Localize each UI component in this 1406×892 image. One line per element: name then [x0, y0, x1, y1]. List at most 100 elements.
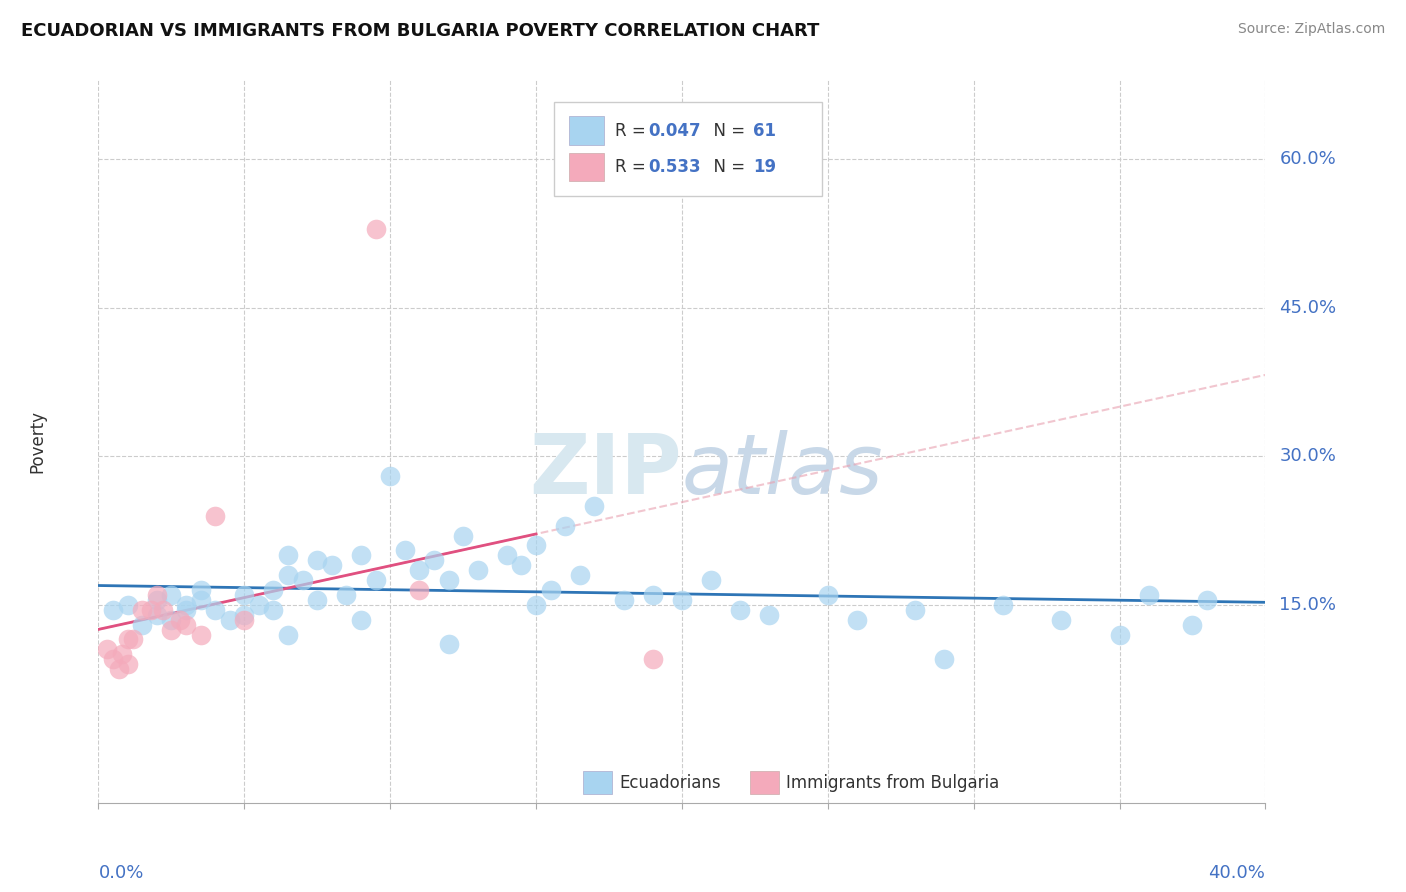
Point — [335, 588, 357, 602]
Point — [146, 607, 169, 622]
Point — [291, 573, 314, 587]
Point — [131, 603, 153, 617]
Point — [380, 469, 402, 483]
Point — [1137, 588, 1160, 602]
Text: N =: N = — [703, 158, 751, 176]
Point — [152, 603, 174, 617]
FancyBboxPatch shape — [568, 153, 603, 181]
Point — [904, 603, 927, 617]
Point — [117, 657, 139, 672]
Point — [131, 617, 153, 632]
Point — [510, 558, 533, 573]
Point — [218, 613, 240, 627]
Point — [101, 652, 124, 666]
Point — [437, 573, 460, 587]
Point — [991, 598, 1014, 612]
Text: ZIP: ZIP — [530, 430, 682, 511]
Point — [554, 518, 576, 533]
Point — [671, 593, 693, 607]
Text: 0.533: 0.533 — [648, 158, 700, 176]
Point — [204, 603, 226, 617]
Point — [174, 598, 197, 612]
Point — [139, 603, 162, 617]
Point — [160, 588, 183, 602]
Point — [408, 563, 430, 577]
Point — [307, 553, 329, 567]
Point — [451, 528, 474, 542]
Point — [524, 539, 547, 553]
Point — [758, 607, 780, 622]
Point — [364, 573, 387, 587]
Text: Ecuadorians: Ecuadorians — [619, 773, 720, 791]
Text: Source: ZipAtlas.com: Source: ZipAtlas.com — [1237, 22, 1385, 37]
Text: R =: R = — [616, 158, 651, 176]
Point — [233, 588, 256, 602]
Point — [350, 613, 373, 627]
Text: 61: 61 — [754, 122, 776, 140]
Point — [146, 593, 169, 607]
Point — [408, 582, 430, 597]
Point — [730, 603, 752, 617]
Point — [423, 553, 446, 567]
Point — [496, 549, 519, 563]
Point — [467, 563, 489, 577]
Point — [846, 613, 869, 627]
Text: N =: N = — [703, 122, 751, 140]
Point — [262, 603, 284, 617]
Point — [108, 662, 131, 676]
Text: Poverty: Poverty — [28, 410, 46, 473]
Text: Immigrants from Bulgaria: Immigrants from Bulgaria — [786, 773, 1000, 791]
Point — [307, 593, 329, 607]
FancyBboxPatch shape — [568, 117, 603, 145]
FancyBboxPatch shape — [582, 771, 612, 794]
Point — [1108, 627, 1130, 641]
Point — [190, 582, 212, 597]
Point — [174, 617, 197, 632]
Point — [169, 613, 191, 627]
Text: 45.0%: 45.0% — [1279, 299, 1337, 317]
Point — [190, 627, 212, 641]
Point — [321, 558, 343, 573]
Point — [277, 568, 299, 582]
Text: 15.0%: 15.0% — [1279, 596, 1336, 614]
Text: 40.0%: 40.0% — [1209, 864, 1265, 882]
Text: 0.047: 0.047 — [648, 122, 700, 140]
Point — [277, 549, 299, 563]
Point — [233, 613, 256, 627]
Point — [160, 623, 183, 637]
Point — [101, 603, 124, 617]
Point — [111, 648, 134, 662]
Point — [117, 598, 139, 612]
Text: 19: 19 — [754, 158, 776, 176]
Point — [641, 588, 664, 602]
Point — [350, 549, 373, 563]
Text: ECUADORIAN VS IMMIGRANTS FROM BULGARIA POVERTY CORRELATION CHART: ECUADORIAN VS IMMIGRANTS FROM BULGARIA P… — [21, 22, 820, 40]
Point — [233, 607, 256, 622]
Point — [641, 652, 664, 666]
Point — [612, 593, 634, 607]
Point — [190, 593, 212, 607]
Point — [817, 588, 839, 602]
Point — [277, 627, 299, 641]
Text: 30.0%: 30.0% — [1279, 448, 1336, 466]
Point — [96, 642, 118, 657]
Point — [540, 582, 562, 597]
Point — [394, 543, 416, 558]
Point — [1050, 613, 1073, 627]
FancyBboxPatch shape — [749, 771, 779, 794]
Point — [524, 598, 547, 612]
Point — [934, 652, 956, 666]
Text: 60.0%: 60.0% — [1279, 151, 1336, 169]
Point — [364, 221, 387, 235]
Point — [146, 588, 169, 602]
Point — [700, 573, 723, 587]
Point — [204, 508, 226, 523]
Text: 0.0%: 0.0% — [98, 864, 143, 882]
Point — [247, 598, 270, 612]
Point — [160, 613, 183, 627]
Point — [262, 582, 284, 597]
Point — [1181, 617, 1204, 632]
Point — [174, 603, 197, 617]
Text: R =: R = — [616, 122, 651, 140]
Text: atlas: atlas — [682, 430, 883, 511]
